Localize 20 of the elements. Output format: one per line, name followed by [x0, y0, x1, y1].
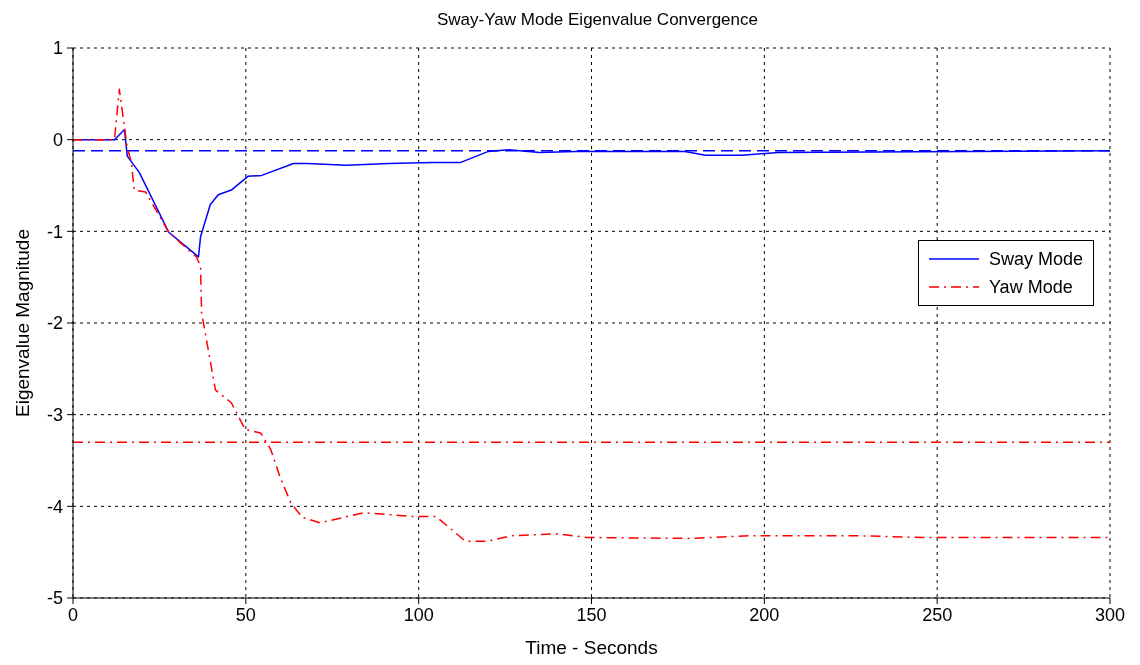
y-tick-label: 1 [52, 38, 63, 59]
y-tick-label: -3 [46, 405, 63, 426]
y-tick-label: 0 [52, 130, 63, 151]
x-tick-label: 100 [403, 604, 434, 625]
chart-title: Sway-Yaw Mode Eigenvalue Convergence [436, 10, 759, 30]
x-tick-label: 200 [749, 604, 780, 625]
y-tick-label: -4 [46, 496, 63, 517]
y-tick-label: -1 [46, 221, 63, 242]
x-tick-label: 50 [235, 604, 256, 625]
legend-label: Yaw Mode [988, 276, 1073, 298]
y-tick-label: -2 [46, 313, 63, 334]
y-tick-label: -5 [46, 588, 63, 609]
line-series [73, 88, 1110, 542]
y-axis-title: Eigenvalue Magnitude [12, 228, 34, 418]
x-tick-label: 0 [67, 604, 79, 625]
x-tick-label: 250 [922, 604, 953, 625]
x-tick-label: 300 [1094, 604, 1126, 625]
legend-label: Sway Mode [988, 248, 1083, 270]
x-axis-title: Time - Seconds [525, 637, 658, 658]
x-tick-label: 150 [576, 604, 607, 625]
